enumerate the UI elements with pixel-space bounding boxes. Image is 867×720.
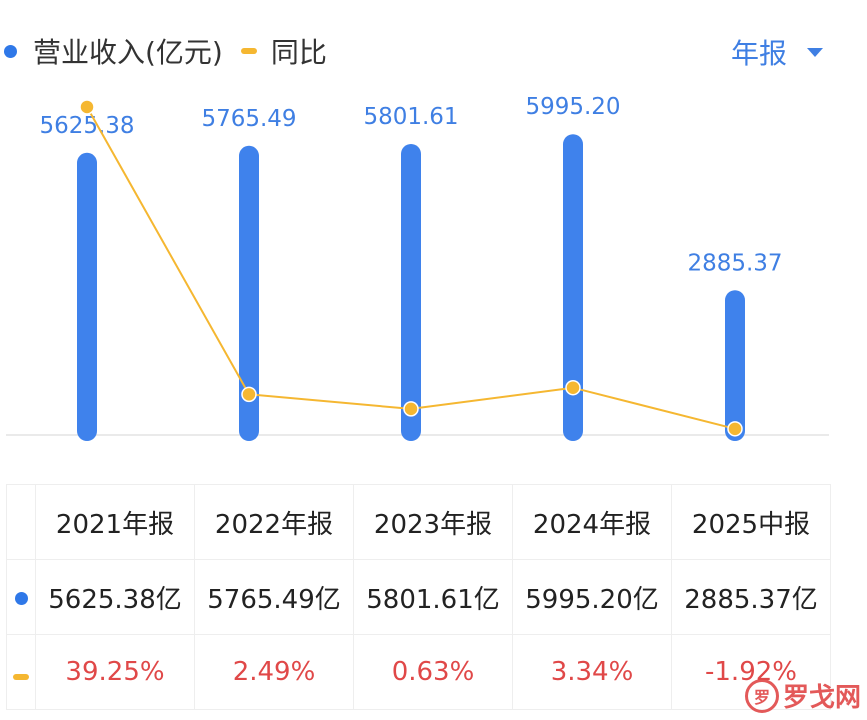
table-cell: 5995.20亿 [512, 559, 672, 635]
bar-value-label: 5995.20 [525, 94, 620, 120]
revenue-bar [725, 290, 745, 441]
revenue-chart: 5625.38 5765.49 5801.61 5995.20 2885.37 [6, 94, 829, 442]
bar-value-label: 5801.61 [363, 104, 458, 130]
data-table: 2021年报 2022年报 2023年报 2024年报 2025中报 5625.… [6, 484, 831, 710]
legend-revenue-dot-icon [4, 44, 17, 58]
table-cell: 2885.37亿 [671, 559, 831, 635]
table-cell: 0.63% [353, 634, 513, 710]
yoy-point [241, 386, 257, 403]
revenue-bar [239, 145, 259, 441]
yoy-point [727, 421, 743, 437]
legend-yoy-dash-icon [240, 48, 257, 54]
table-cell: 2.49% [194, 634, 354, 710]
revenue-dot-icon [14, 592, 28, 605]
table-header-cell: 2022年报 [194, 484, 354, 560]
table-header-cell: 2025中报 [671, 484, 831, 560]
table-cell: 5625.38亿 [35, 559, 195, 635]
table-header-cell: 2021年报 [35, 484, 195, 560]
table-header-cell: 2024年报 [512, 484, 672, 560]
table-cell: 5765.49亿 [194, 559, 354, 635]
watermark-logo-icon: 罗 [744, 678, 779, 713]
bar-value-label: 5765.49 [201, 106, 296, 132]
watermark-text: 罗戈网 [782, 683, 861, 713]
table-header-cell: 2023年报 [353, 484, 513, 560]
watermark: 罗 罗戈网 [744, 677, 861, 714]
bar-value-label: 2885.37 [687, 250, 782, 276]
table-cell: 39.25% [35, 634, 195, 710]
table-row-revenue: 5625.38亿 5765.49亿 5801.61亿 5995.20亿 2885… [6, 559, 831, 635]
period-select[interactable]: 年报 [731, 30, 823, 74]
caret-down-icon [807, 47, 823, 57]
legend: 营业收入(亿元) 同比 [0, 28, 327, 74]
legend-revenue-label: 营业收入(亿元) [33, 36, 223, 69]
yoy-point [79, 99, 95, 115]
legend-yoy-label: 同比 [270, 36, 327, 69]
table-cell: 5801.61亿 [353, 559, 513, 635]
bar-value-label: 5625.38 [39, 113, 134, 139]
yoy-point [565, 379, 581, 396]
revenue-bar [401, 143, 421, 441]
table-row-yoy: 39.25% 2.49% 0.63% 3.34% -1.92% [6, 634, 831, 710]
period-select-label: 年报 [730, 37, 787, 70]
revenue-bar [563, 134, 583, 442]
table-cell: 3.34% [512, 634, 672, 710]
yoy-dash-icon [13, 674, 29, 680]
revenue-bar [77, 152, 97, 441]
yoy-point [403, 401, 419, 417]
table-header-row: 2021年报 2022年报 2023年报 2024年报 2025中报 [6, 484, 831, 560]
